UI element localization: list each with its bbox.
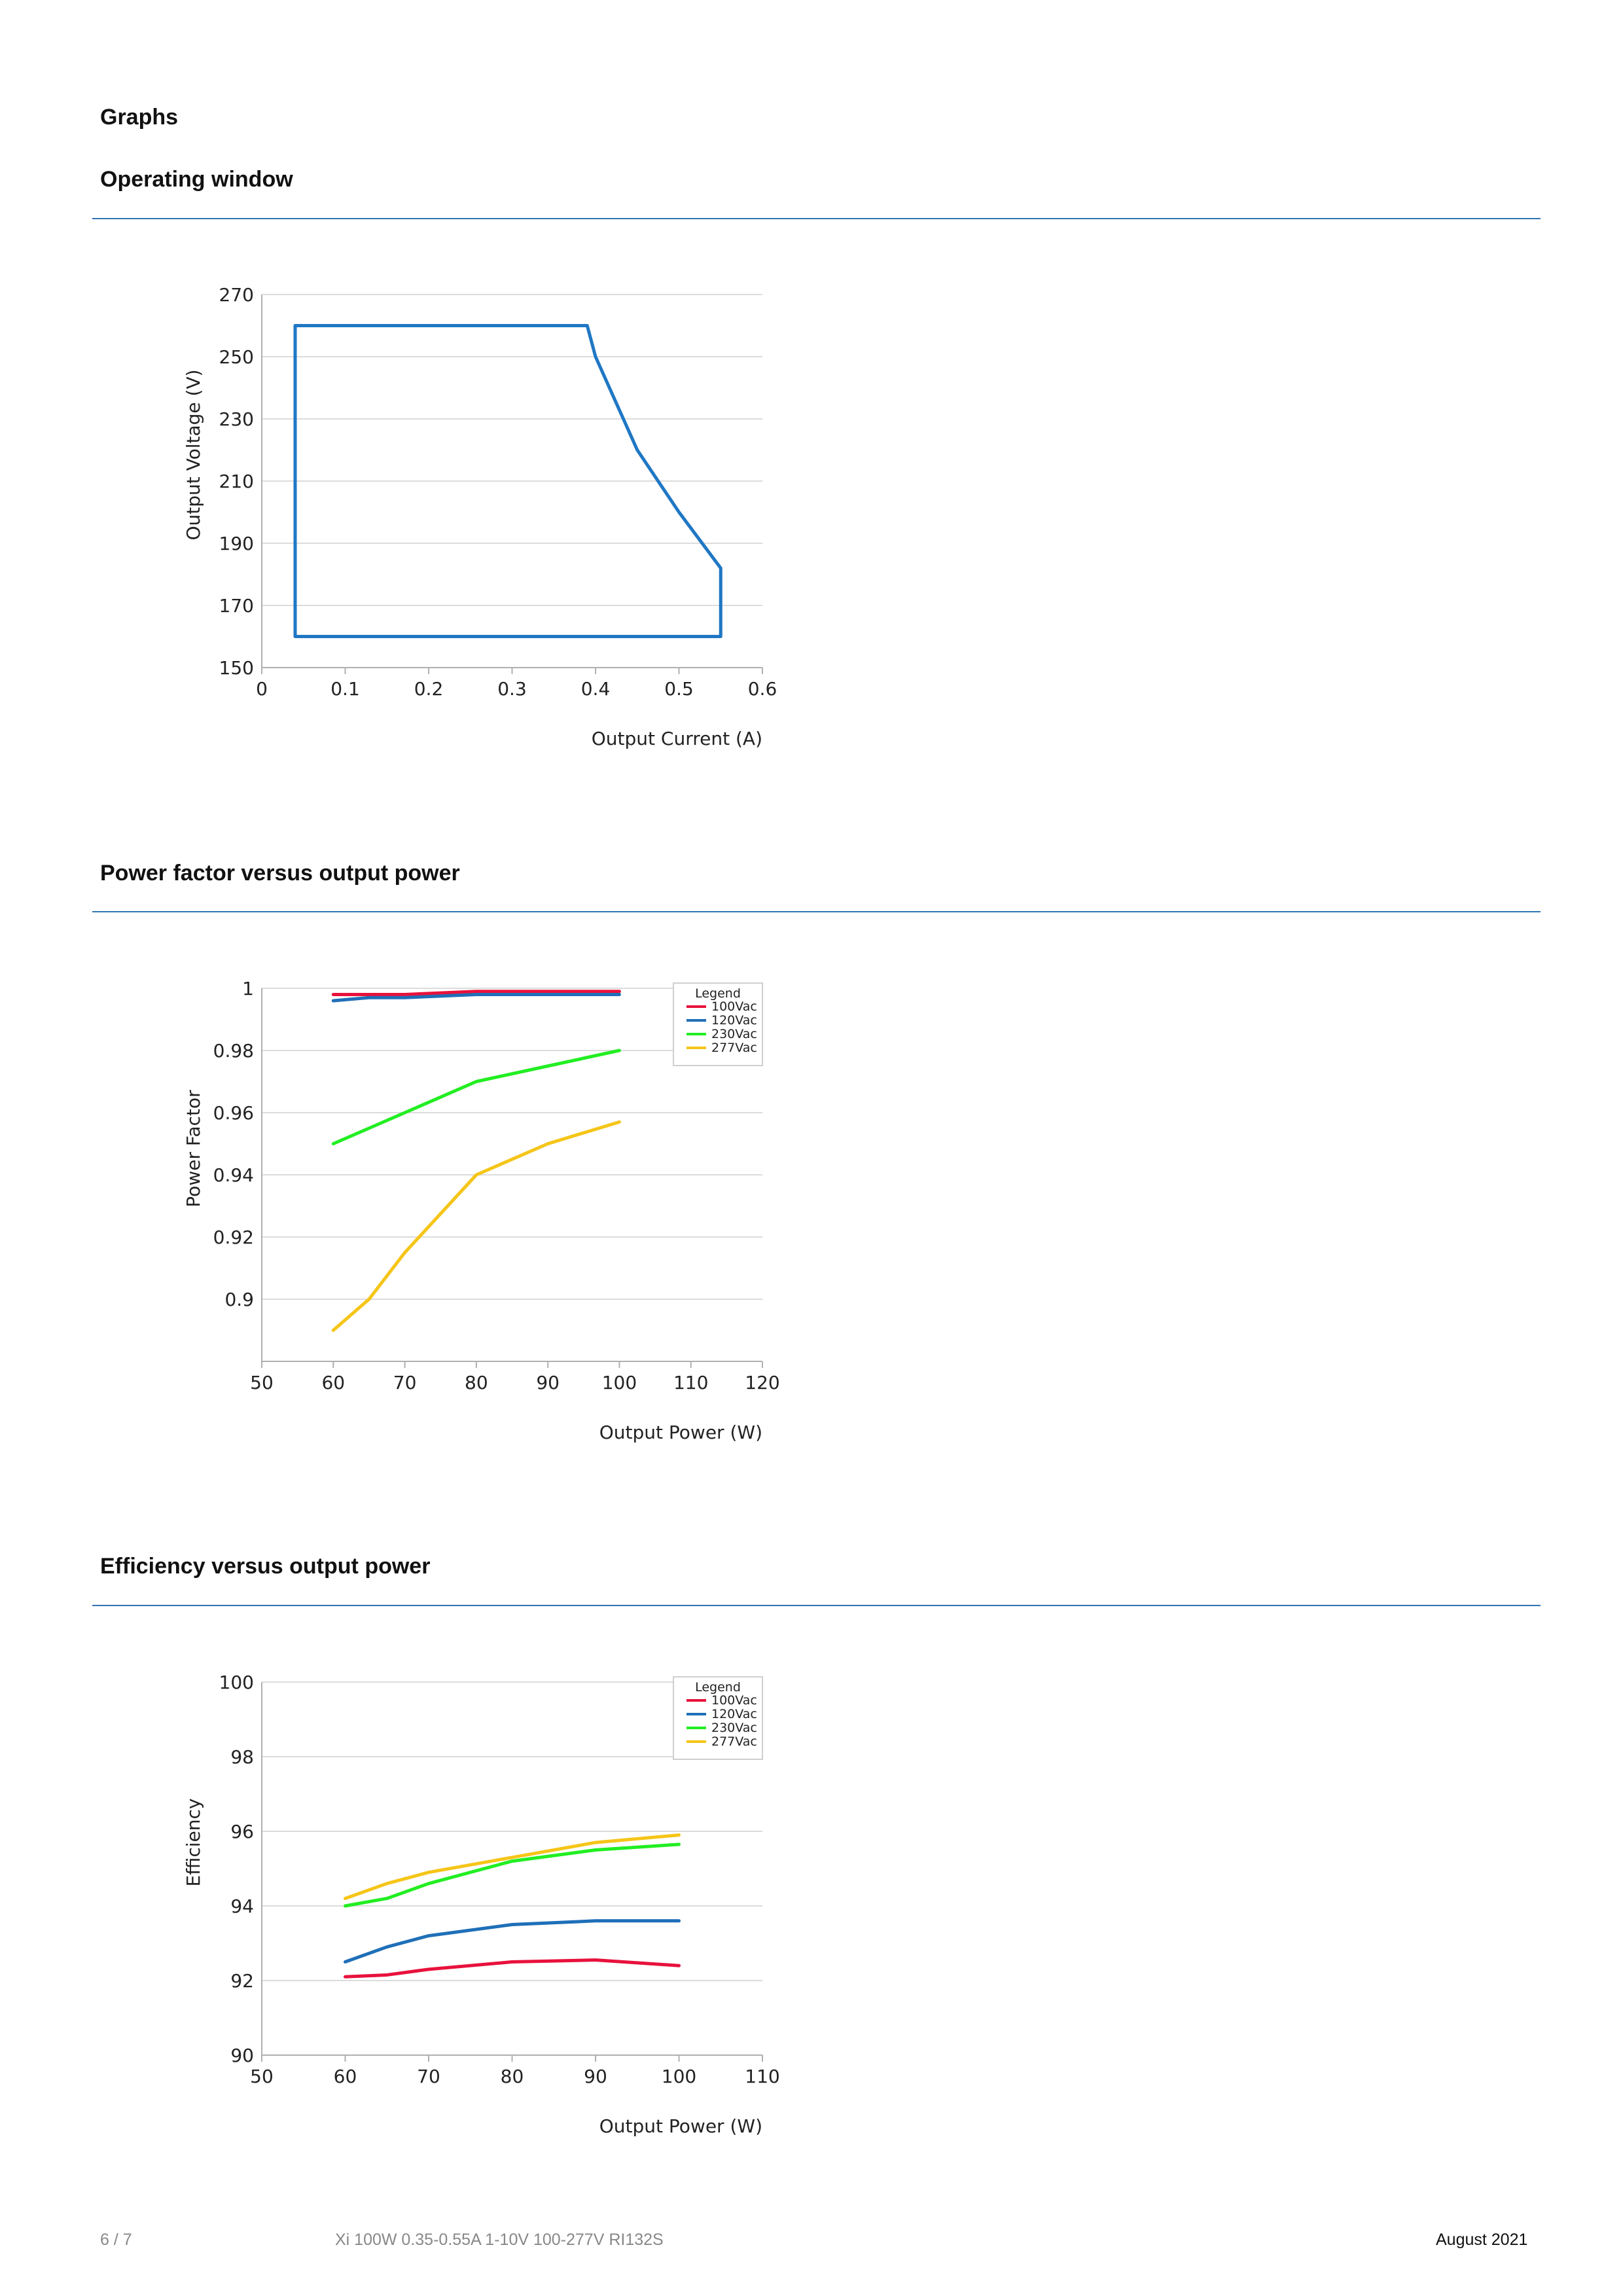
legend-entry: 277Vac — [711, 1041, 757, 1055]
y-tick-label: 0.9 — [224, 1289, 254, 1310]
series-line-120vac — [331, 993, 621, 1003]
y-tick-label: 190 — [219, 533, 254, 554]
x-axis-label: Output Power (W) — [599, 2115, 762, 2137]
y-tick-label: 170 — [219, 595, 254, 617]
legend-entry: 120Vac — [711, 1707, 757, 1721]
legend — [673, 982, 763, 1066]
operating-window-plot: 150 170 190 210 230 250 270 0 0.1 0.2 0.3 0.4 0.5 0.6… — [183, 284, 777, 749]
x-tick-label: 120 — [745, 1372, 779, 1393]
x-tick-label: 0.5 — [664, 678, 694, 700]
y-tick-label: 0.92 — [213, 1227, 254, 1248]
x-tick-label: 100 — [662, 2066, 696, 2087]
section-title-efficiency: Efficiency versus output power — [100, 1554, 431, 1579]
section-divider — [92, 911, 1541, 912]
y-tick-label: 150 — [219, 657, 254, 679]
legend-entry: 100Vac — [711, 999, 757, 1014]
y-tick-label: 210 — [219, 471, 254, 492]
series-line — [293, 324, 722, 638]
legend-entry: 100Vac — [711, 1693, 757, 1708]
x-tick-label: 90 — [536, 1372, 560, 1393]
section-divider — [92, 1605, 1541, 1606]
y-tick-label: 96 — [230, 1821, 254, 1842]
legend-entry: 230Vac — [711, 1721, 757, 1735]
efficiency-chart: 90 92 94 96 98 100 50 60 70 80 90 100 110 Output Powe… — [164, 1656, 818, 2153]
efficiency-plot: 90 92 94 96 98 100 50 60 70 80 90 100 110 Output Powe… — [183, 1672, 780, 2137]
x-tick-label: 50 — [250, 1372, 274, 1393]
series-line-120vac — [344, 1919, 681, 1964]
x-axis-label: Output Power (W) — [599, 1422, 762, 1443]
legend-entry: 277Vac — [711, 1734, 757, 1749]
series-line-230vac — [344, 1842, 681, 1908]
footer-date: August 2021 — [1436, 2231, 1528, 2249]
x-tick-label: 0.6 — [748, 678, 777, 700]
x-tick-label: 50 — [250, 2066, 274, 2087]
y-axis-label: Efficiency — [183, 1799, 204, 1887]
y-tick-label: 250 — [219, 346, 254, 368]
series-line-100vac — [331, 990, 621, 996]
y-tick-label: 0.96 — [213, 1102, 254, 1124]
section-divider — [92, 218, 1541, 219]
x-tick-label: 90 — [584, 2066, 607, 2087]
x-tick-label: 80 — [501, 2066, 524, 2087]
power-factor-chart: 0.9 0.92 0.94 0.96 0.98 1 50 60 70 80 90 100 110 120 O… — [164, 962, 818, 1460]
y-tick-label: 94 — [230, 1895, 254, 1917]
legend-title: Legend — [695, 1680, 741, 1695]
footer-page-number: 6 / 7 — [100, 2231, 132, 2249]
x-tick-label: 110 — [745, 2066, 779, 2087]
y-axis-label: Power Factor — [183, 1090, 204, 1208]
legend-entry: 120Vac — [711, 1013, 757, 1028]
y-tick-label: 1 — [242, 978, 254, 999]
series-line-230vac — [331, 1049, 621, 1145]
operating-window-chart: 150 170 190 210 230 250 270 0 0.1 0.2 0.3 0.4 0.5 0.6… — [164, 268, 818, 766]
x-tick-label: 0.1 — [330, 678, 360, 700]
y-tick-label: 230 — [219, 408, 254, 430]
x-tick-label: 0.3 — [497, 678, 527, 700]
x-tick-label: 60 — [321, 1372, 345, 1393]
legend — [673, 1676, 763, 1760]
x-tick-label: 80 — [465, 1372, 488, 1393]
x-axis-label: Output Current (A) — [592, 728, 762, 749]
x-tick-label: 0 — [256, 678, 268, 700]
x-tick-label: 60 — [334, 2066, 357, 2087]
x-tick-label: 0.4 — [581, 678, 611, 700]
x-tick-label: 110 — [673, 1372, 708, 1393]
footer-product-name: Xi 100W 0.35-0.55A 1-10V 100-277V RI132S — [335, 2231, 664, 2249]
y-tick-label: 0.98 — [213, 1040, 254, 1062]
y-tick-label: 270 — [219, 284, 254, 306]
series-line-277vac — [344, 1833, 681, 1901]
power-factor-plot: 0.9 0.92 0.94 0.96 0.98 1 50 60 70 80 90 100 110 120 O… — [183, 978, 780, 1443]
legend-title: Legend — [695, 986, 741, 1001]
y-tick-label: 0.94 — [213, 1164, 254, 1186]
section-title-power-factor: Power factor versus output power — [100, 861, 460, 886]
y-tick-label: 90 — [230, 2045, 254, 2066]
x-tick-label: 0.2 — [414, 678, 444, 700]
y-tick-label: 100 — [219, 1672, 254, 1693]
series-line-277vac — [331, 1120, 621, 1332]
y-tick-label: 98 — [230, 1746, 254, 1768]
legend-entry: 230Vac — [711, 1027, 757, 1041]
x-tick-label: 70 — [417, 2066, 440, 2087]
x-tick-label: 100 — [602, 1372, 637, 1393]
y-tick-label: 92 — [230, 1970, 254, 1992]
series-line-100vac — [344, 1958, 681, 1979]
section-title-operating-window: Operating window — [100, 167, 293, 192]
y-axis-label: Output Voltage (V) — [183, 369, 204, 540]
page-heading: Graphs — [100, 105, 179, 130]
x-tick-label: 70 — [393, 1372, 417, 1393]
